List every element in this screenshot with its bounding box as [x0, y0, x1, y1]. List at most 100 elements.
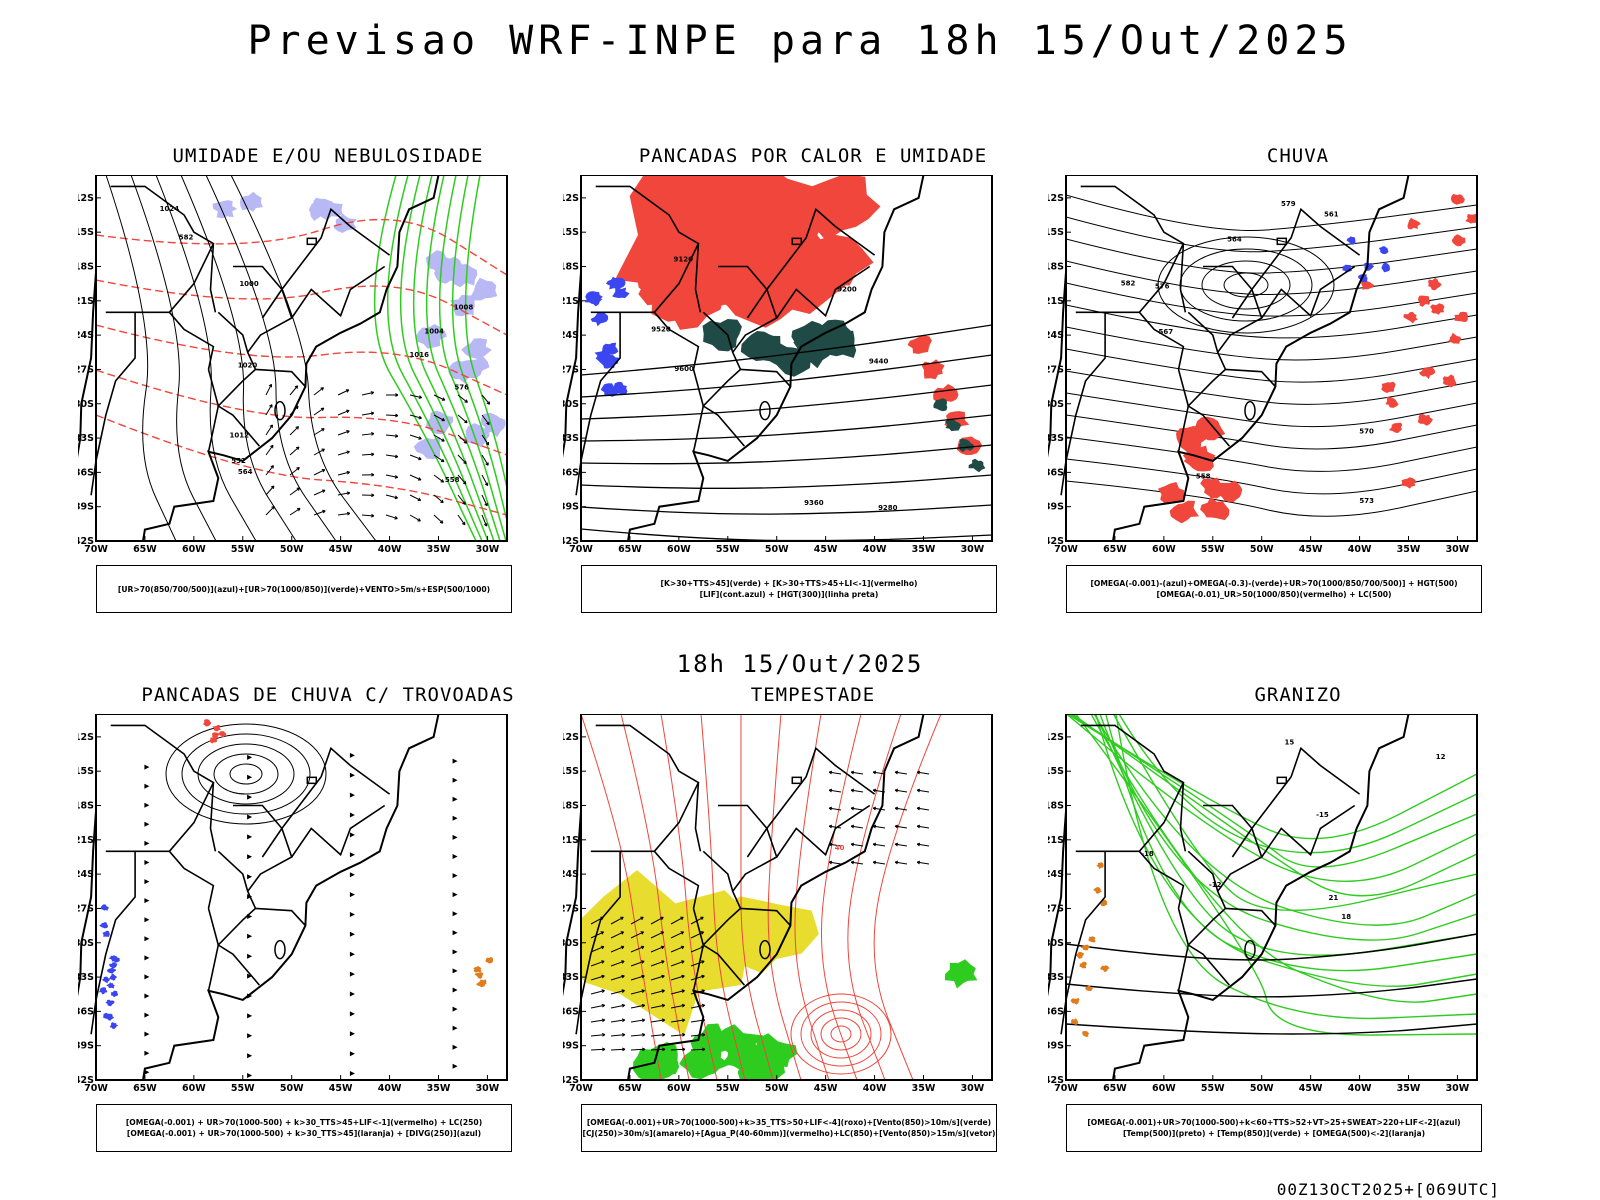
closed-contour: [213, 753, 279, 795]
k-tts-area: [968, 458, 986, 473]
coastline-east: [142, 175, 440, 542]
rain-area: [1401, 477, 1416, 489]
wind-vector: [433, 434, 445, 442]
streamline-arrow: [144, 993, 150, 999]
axes: 70W 65W 60W 55W 50W 45W 40W 35W 30W 12S 15S 18S 21S 2…: [78, 714, 508, 1094]
border-line: [1231, 207, 1361, 319]
wind-vector-head: [394, 516, 398, 520]
lc850-streamline: [873, 714, 942, 1080]
wind-vector: [361, 514, 375, 517]
wind850-vector-head: [894, 842, 899, 847]
wind-vector-head: [269, 404, 273, 408]
x-tick-label: 50W: [1250, 1083, 1274, 1094]
contour-label: -18: [1141, 850, 1154, 858]
border-line: [1187, 311, 1231, 447]
wind850-vector-head: [850, 806, 855, 811]
x-tick-label: 35W: [912, 544, 936, 555]
geography: [78, 714, 440, 1081]
k-tts-area: [740, 331, 779, 361]
wind-vector-head: [270, 465, 274, 469]
wind850-vector: [670, 931, 684, 939]
wind-vector: [457, 394, 468, 403]
y-tick-label: 33S: [1048, 433, 1064, 444]
border-line: [1187, 850, 1231, 986]
closed-contour: [820, 1017, 862, 1051]
wind-vector-head: [483, 523, 488, 527]
hgt500-contour: [1066, 194, 1477, 232]
valid-time-label: 18h 15/Out/2025: [676, 650, 924, 678]
hgt500-contour: [1066, 260, 1477, 296]
wind-vector: [433, 494, 444, 504]
contour-label: 1020: [238, 361, 258, 369]
x-tick-label: 35W: [1397, 544, 1421, 555]
wind850-vector-head: [600, 945, 605, 950]
wind850-vector: [829, 771, 842, 775]
wind-vector-head: [486, 421, 490, 426]
hgt300-contour: [581, 528, 992, 541]
closed-contour: [229, 763, 263, 785]
y-tick-label: 21S: [78, 296, 94, 307]
wind-vector: [481, 454, 489, 466]
wind850-vector: [690, 1004, 705, 1009]
wind850-vector-head: [661, 1003, 666, 1008]
wind-vector-head: [295, 446, 300, 450]
wind-vector: [265, 485, 275, 496]
border-line: [207, 405, 220, 452]
border-line: [1203, 804, 1263, 892]
streamline-arrow: [349, 812, 355, 818]
streamline-arrow: [144, 860, 150, 865]
wind-vector: [289, 467, 300, 476]
wind-vector: [481, 474, 489, 486]
legend-line-2: [CJ(250)>30m/s](amarelo)+[Agua_P(40-60mm…: [582, 1129, 996, 1138]
x-tick-label: 45W: [329, 1083, 353, 1094]
streamline-arrow: [144, 974, 150, 980]
humidity-low-contour: [425, 175, 501, 541]
hgt500-contour: [1066, 436, 1477, 472]
panel-chuva: CHUVA 582 579 576 573 570 567 564 561 558 70W 65W 6…: [1048, 145, 1548, 615]
humidity-low-contour: [438, 175, 507, 541]
legend-line-2: [OMEGA(-0.001) + UR>70(1000-500) + k>30_…: [126, 1129, 482, 1138]
lif-contour-area: [590, 311, 609, 327]
contour-label: 1008: [454, 304, 474, 312]
lagoa-dos-patos: [759, 400, 771, 421]
wind-vector-head: [417, 497, 422, 502]
closed-contour: [181, 733, 311, 815]
y-tick-label: 15S: [563, 227, 579, 238]
wind850-vector-head: [601, 960, 605, 964]
wind-vector-head: [370, 411, 375, 416]
wind850-vector: [690, 1048, 706, 1051]
k-tts-area: [474, 972, 484, 979]
lagoa-dos-patos: [1244, 400, 1256, 421]
wind850-vector-head: [620, 931, 625, 935]
border-line: [255, 368, 306, 388]
x-tick-label: 30W: [476, 544, 500, 555]
wind850-vector-head: [660, 931, 665, 935]
wind-vector-head: [394, 495, 398, 500]
wind-vector-head: [269, 424, 273, 428]
y-tick-label: 12S: [563, 732, 579, 743]
x-tick-label: 65W: [1103, 544, 1127, 555]
x-tick-label: 55W: [716, 1083, 740, 1094]
streamline-arrow: [452, 892, 458, 898]
map-content: 1008 1012 1016 1020 1024 1004 1000 576 582 564 552…: [96, 175, 507, 541]
streamline-arrow: [144, 879, 150, 885]
streamline-arrow: [349, 752, 355, 758]
x-tick-label: 45W: [814, 1083, 838, 1094]
streamline-arrow: [452, 873, 458, 879]
wind850-vector: [895, 771, 908, 775]
y-tick-label: 39S: [78, 1041, 94, 1052]
contour-label: 40: [835, 844, 845, 852]
streamline-arrow: [349, 951, 355, 957]
wind850-vector: [610, 916, 624, 925]
wind850-vector-head: [916, 770, 921, 775]
coastline-west: [1048, 811, 1067, 997]
wind850-vector: [829, 807, 842, 811]
wind850-vector: [851, 843, 864, 847]
plot-frame: [1065, 714, 1478, 1081]
streamline-arrow: [349, 792, 355, 798]
x-tick-label: 50W: [765, 1083, 789, 1094]
wind-vector: [313, 469, 325, 476]
contour-label: 1024: [160, 205, 180, 213]
hgt500-contour: [1066, 414, 1477, 450]
wind850-vector-head: [701, 974, 705, 979]
